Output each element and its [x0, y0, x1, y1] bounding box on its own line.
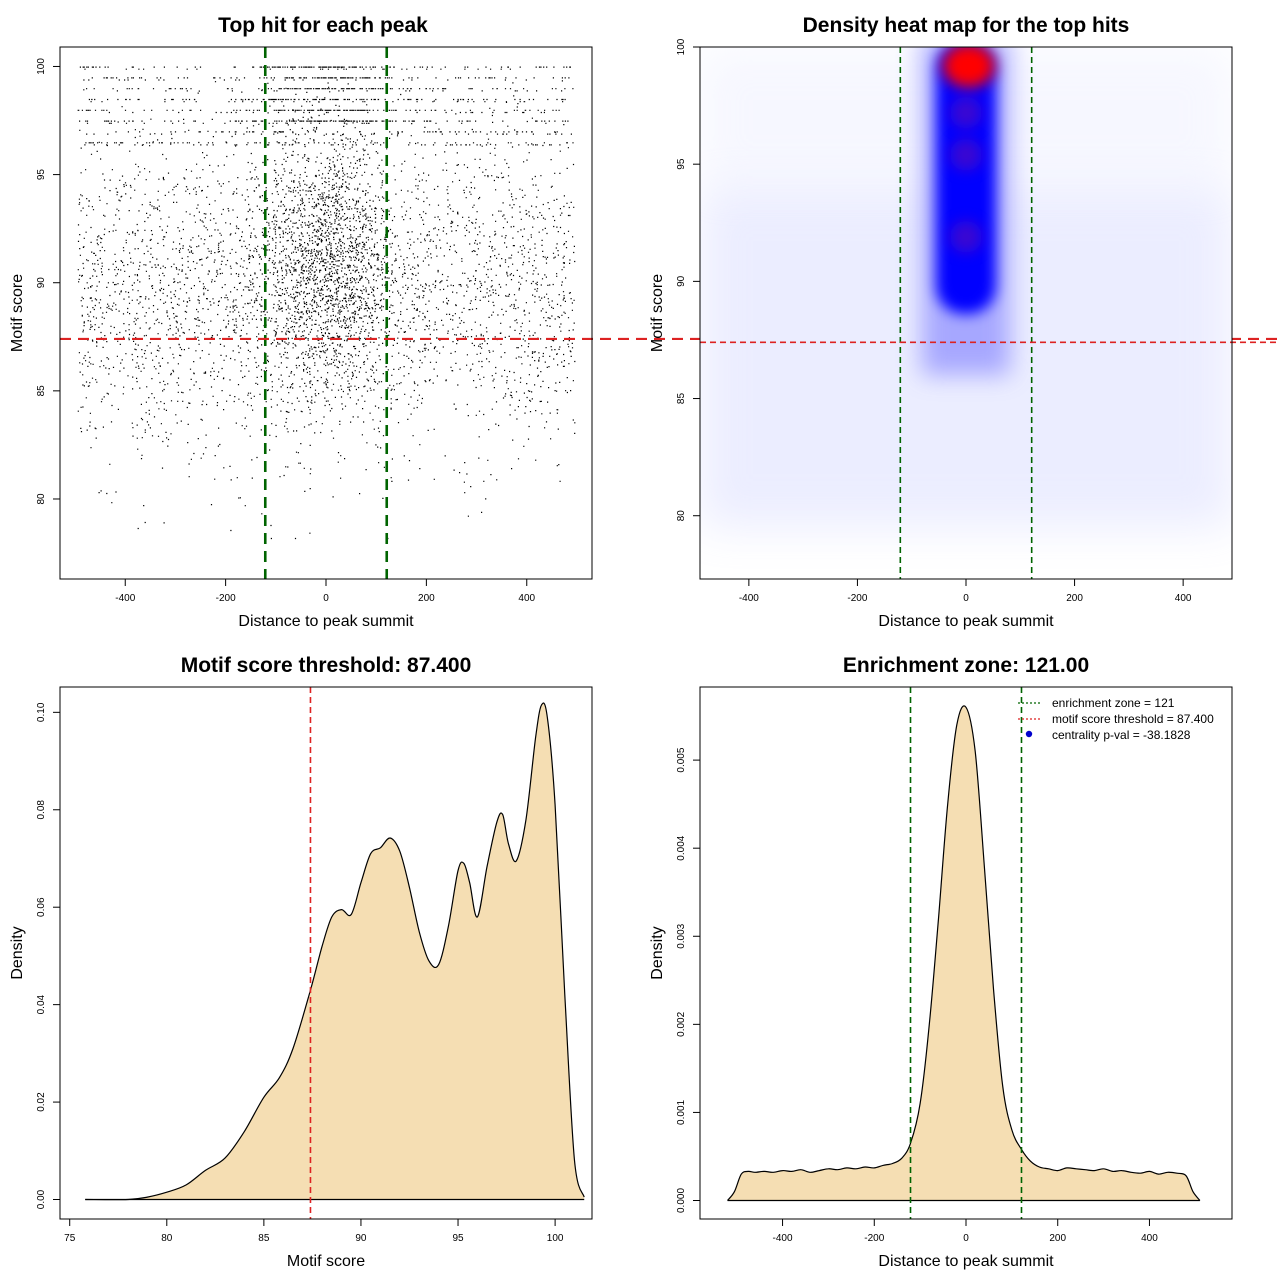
- distance-density-line: [727, 705, 1201, 1201]
- scatter-y-tick-label: 85: [36, 385, 47, 397]
- scatter-y-tick-label: 95: [36, 169, 47, 181]
- distance-density-title: Enrichment zone: 121.00: [843, 654, 1089, 677]
- score-density-x-tick-label: 95: [452, 1233, 464, 1244]
- distance-density-y-tick-label: 0.003: [676, 923, 687, 948]
- scatter-x-tick-label: 400: [518, 593, 535, 604]
- distance-density-y-tick-label: 0.002: [676, 1011, 687, 1036]
- distance-density-y-tick-label: 0.005: [676, 747, 687, 772]
- legend-enrichment-label: enrichment zone = 121: [1052, 696, 1175, 710]
- heatmap-hotspot: [950, 220, 982, 253]
- scatter-axes: -400 -200 0 200 400 80 85 90 95 100: [36, 58, 536, 604]
- legend-pval-label: centrality p-val = -38.1828: [1052, 728, 1191, 742]
- scatter-x-tick-label: -200: [216, 593, 236, 604]
- distance-density-curve: [727, 705, 1201, 1202]
- heatmap-y-tick-label: 95: [676, 158, 687, 170]
- score-density-curve: [85, 702, 585, 1201]
- heatmap-x-tick-label: 400: [1175, 593, 1192, 604]
- score-density-ylabel: Density: [9, 926, 26, 979]
- heatmap-y-tick-label: 80: [676, 510, 687, 522]
- score-density-y-tick-label: 0.02: [36, 1092, 47, 1112]
- heatmap-x-tick-label: 200: [1066, 593, 1083, 604]
- heatmap-x-tick-label: -400: [739, 593, 759, 604]
- scatter-x-tick-label: 200: [418, 593, 435, 604]
- heatmap-x-tick-label: 0: [963, 593, 969, 604]
- legend: enrichment zone = 121 motif score thresh…: [1018, 696, 1214, 742]
- panel-score-density: Motif score threshold: 87.400 75 80 85 90 95…: [9, 654, 593, 1270]
- scatter-points: [77, 66, 576, 540]
- score-density-y-tick-label: 0.10: [36, 702, 47, 722]
- scatter-point-cloud: [77, 66, 576, 540]
- scatter-ylabel: Motif score: [9, 274, 26, 352]
- distance-density-x-tick-label: -200: [864, 1233, 884, 1244]
- heatmap-y-tick-label: 100: [676, 38, 687, 55]
- heatmap-hotspot-high: [942, 47, 995, 88]
- scatter-x-tick-label: -400: [115, 593, 135, 604]
- distance-area-fill: [727, 705, 1200, 1201]
- score-density-axes: 75 80 85 90 95 100 0.00 0.02 0.04 0.06 0.08 0.10: [36, 702, 564, 1244]
- score-density-y-tick-label: 0.00: [36, 1189, 47, 1209]
- heatmap-y-tick-label: 85: [676, 393, 687, 405]
- scatter-y-tick-label: 90: [36, 277, 47, 289]
- distance-density-y-tick-label: 0.004: [676, 835, 687, 860]
- score-area-fill: [85, 703, 585, 1200]
- scatter-y-tick-label: 100: [36, 58, 47, 75]
- heatmap-xlabel: Distance to peak summit: [878, 613, 1054, 630]
- legend-pval-point: [1025, 730, 1033, 738]
- heatmap-axes: -400 -200 0 200 400 80 85 90 95 100: [676, 38, 1192, 604]
- score-density-x-tick-label: 80: [161, 1233, 173, 1244]
- panel-heatmap: Density heat map for the top hits -400 -2…: [649, 14, 1280, 630]
- distance-density-axes: -400 -200 0 200 400 0.000 0.001 0.002 0.003 0.004…: [676, 747, 1158, 1244]
- heatmap-threshold-lines: [700, 47, 1280, 579]
- score-density-line: [85, 702, 585, 1201]
- enrichment-zone-lines: [909, 687, 1023, 1219]
- distance-density-x-tick-label: 400: [1141, 1233, 1158, 1244]
- score-density-y-tick-label: 0.06: [36, 897, 47, 917]
- heatmap-hotspot: [950, 138, 982, 171]
- scatter-x-tick-label: 0: [323, 593, 329, 604]
- heatmap-y-tick-label: 90: [676, 275, 687, 287]
- score-density-x-tick-label: 75: [64, 1233, 76, 1244]
- distance-density-y-tick-label: 0.001: [676, 1099, 687, 1124]
- scatter-xlabel: Distance to peak summit: [238, 613, 414, 630]
- score-density-x-tick-label: 90: [355, 1233, 367, 1244]
- score-density-y-tick-label: 0.08: [36, 800, 47, 820]
- distance-density-x-tick-label: 200: [1049, 1233, 1066, 1244]
- distance-density-xlabel: Distance to peak summit: [878, 1253, 1054, 1270]
- heatmap-hotspot: [950, 96, 982, 129]
- panel-distance-density: Enrichment zone: 121.00 -400 -200 0 200 400 0…: [649, 654, 1233, 1270]
- scatter-plot-frame: [59, 46, 593, 580]
- score-density-x-tick-label: 100: [547, 1233, 564, 1244]
- distance-density-y-tick-label: 0.000: [676, 1188, 687, 1213]
- score-density-title: Motif score threshold: 87.400: [181, 654, 472, 677]
- distance-density-x-tick-label: 0: [963, 1233, 969, 1244]
- legend-threshold-label: motif score threshold = 87.400: [1052, 712, 1214, 726]
- distance-density-x-tick-label: -400: [773, 1233, 793, 1244]
- heatmap-ylabel: Motif score: [649, 274, 666, 352]
- scatter-y-tick-label: 80: [36, 493, 47, 505]
- scatter-title: Top hit for each peak: [218, 14, 428, 37]
- score-density-xlabel: Motif score: [287, 1253, 365, 1270]
- heatmap-density: [700, 47, 1232, 528]
- distance-density-ylabel: Density: [649, 926, 666, 979]
- score-density-y-tick-label: 0.04: [36, 994, 47, 1014]
- heatmap-x-tick-label: -200: [847, 593, 867, 604]
- score-density-x-tick-label: 85: [258, 1233, 270, 1244]
- heatmap-title: Density heat map for the top hits: [803, 14, 1130, 37]
